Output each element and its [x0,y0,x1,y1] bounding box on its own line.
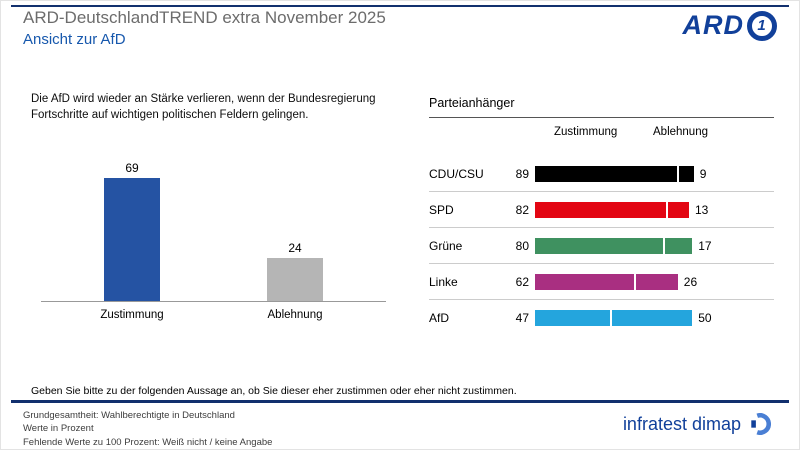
footer-line-missing: Fehlende Werte zu 100 Prozent: Weiß nich… [23,436,273,448]
party-row-linke: Linke 62 26 [429,264,774,300]
column-header-ablehnung: Ablehnung [653,126,708,138]
party-row-grüne: Grüne 80 17 [429,228,774,264]
segment-divider-linke [634,273,637,290]
bar-value-zustimmung: 69 [125,161,139,176]
infratest-dimap-mark-icon [751,413,771,435]
party-bar-afd [535,309,693,326]
party-label-spd: SPD [429,202,454,217]
panel-title: Parteianhänger [429,96,774,118]
bar-value-ablehnung: 24 [288,241,302,256]
top-rule [11,5,789,7]
value-zustimmung-spd: 82 [515,202,529,217]
column-header-zustimmung: Zustimmung [554,126,618,138]
segment-divider-cdu-csu [677,165,680,182]
party-rows: CDU/CSU 89 9 SPD 82 13 Grüne 80 17 Linke 62 26 AfD 47… [429,156,774,335]
ard-logo: ARD 1 [682,10,777,41]
ard-logo-text: ARD [682,10,744,40]
party-bar-cdu-csu [535,165,694,182]
value-ablehnung-grüne: 17 [698,238,712,253]
segment-ablehnung-cdu-csu [679,165,694,182]
segment-divider-afd [610,309,613,326]
question-note: Geben Sie bitte zu der folgenden Aussage… [31,385,517,397]
party-bar-linke [535,273,678,290]
segment-zustimmung-afd [535,309,611,326]
value-zustimmung-grüne: 80 [515,238,529,253]
category-label-zustimmung: Zustimmung [100,309,164,321]
party-row-cdu-csu: CDU/CSU 89 9 [429,156,774,192]
value-zustimmung-cdu-csu: 89 [515,166,529,181]
party-bar-spd [535,201,689,218]
bottom-rule [11,400,789,403]
value-zustimmung-afd: 47 [515,310,529,325]
footer-line-unit: Werte in Prozent [23,423,94,435]
value-ablehnung-linke: 26 [683,274,698,289]
party-label-linke: Linke [429,274,458,289]
segment-zustimmung-grüne [535,237,663,254]
bar-zustimmung [104,178,160,301]
segment-divider-grüne [663,237,665,254]
category-label-ablehnung: Ablehnung [267,309,323,321]
page-subtitle: Ansicht zur AfD [23,31,126,48]
party-panel: Parteianhänger Zustimmung Ablehnung CDU/… [429,96,774,335]
party-label-cdu-csu: CDU/CSU [429,166,484,181]
segment-ablehnung-grüne [665,237,693,254]
party-row-afd: AfD 47 50 [429,300,774,335]
bar-group-zustimmung: 69 [73,161,191,301]
footer-notes: Grundgesamtheit: Wahlberechtigte in Deut… [23,409,272,449]
value-ablehnung-cdu-csu: 9 [699,166,707,181]
party-row-spd: SPD 82 13 [429,192,774,228]
statement-text: Die AfD wird wieder an Stärke verlieren,… [31,93,376,122]
ard-logo-badge-icon: 1 [747,10,777,41]
value-ablehnung-spd: 13 [694,202,709,217]
segment-zustimmung-cdu-csu [535,165,678,182]
party-label-afd: AfD [429,310,450,325]
segment-ablehnung-linke [636,273,678,290]
column-headers: Zustimmung Ablehnung [429,126,774,146]
infratest-dimap-logo: infratest dimap [623,413,771,435]
party-bar-grüne [535,237,693,254]
agreement-categories: Zustimmung Ablehnung [41,309,386,321]
segment-zustimmung-spd [535,201,667,218]
infratest-dimap-wordmark: infratest dimap [622,413,741,434]
agreement-chart: 69 24 Zustimmung Ablehnung [41,123,386,321]
bar-group-ablehnung: 24 [236,241,354,301]
footer-line-population: Grundgesamtheit: Wahlberechtigte in Deut… [23,410,235,421]
value-ablehnung-afd: 50 [698,310,712,325]
value-zustimmung-linke: 62 [515,274,529,289]
segment-zustimmung-linke [535,273,635,290]
agreement-plot: 69 24 [41,123,386,302]
segment-ablehnung-spd [668,201,689,218]
segment-divider-spd [666,201,669,218]
page-title: ARD-DeutschlandTREND extra November 2025 [23,8,386,27]
party-label-grüne: Grüne [429,238,463,253]
bar-ablehnung [267,258,323,301]
segment-ablehnung-afd [612,309,693,326]
